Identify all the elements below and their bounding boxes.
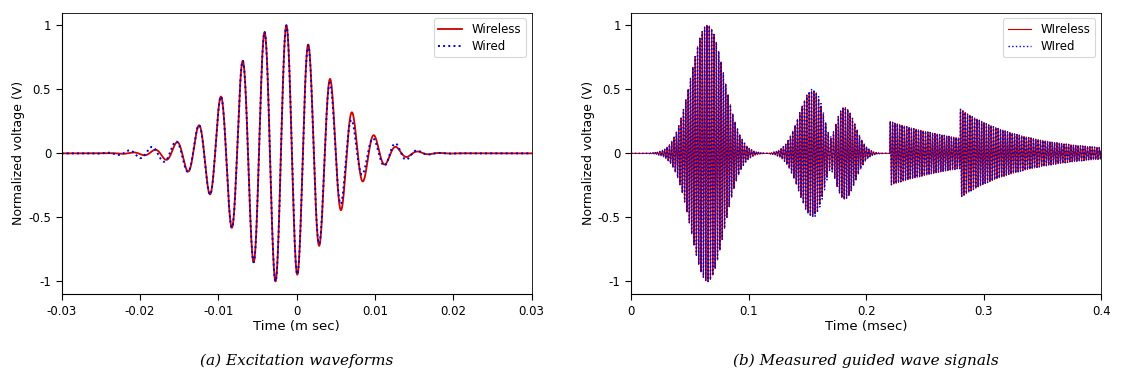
WIreless (743, 153, 757, 158)
Wired (524, 151, 538, 156)
Wired (265, 227, 279, 231)
WIreless (1042, 163, 1056, 167)
Wireless (268, 279, 282, 284)
Legend: Wireless, Wired: Wireless, Wired (433, 18, 526, 58)
WIreless (1011, 132, 1024, 137)
Wired (521, 151, 535, 156)
Wired (168, 139, 182, 144)
WIred (998, 138, 1012, 143)
WIred (701, 23, 714, 27)
Wireless (524, 151, 538, 156)
WIreless (624, 151, 638, 156)
Wireless (55, 151, 69, 156)
WIred (1076, 149, 1089, 154)
Y-axis label: Normalized voltage (V): Normalized voltage (V) (582, 81, 595, 226)
Wired (268, 279, 282, 284)
Wired (232, 111, 246, 115)
Wireless (166, 146, 180, 150)
Text: (b) Measured guided wave signals: (b) Measured guided wave signals (733, 354, 999, 368)
WIreless (1095, 151, 1108, 156)
Legend: WIreless, WIred: WIreless, WIred (1003, 18, 1095, 58)
Wireless (521, 151, 535, 156)
WIred (1011, 132, 1024, 137)
Wireless (164, 152, 177, 157)
X-axis label: Time (msec): Time (msec) (825, 320, 907, 334)
Wireless (280, 23, 293, 27)
Text: (a) Excitation waveforms: (a) Excitation waveforms (200, 354, 393, 368)
Wired (55, 151, 69, 156)
WIred (702, 279, 715, 284)
Wired (280, 23, 293, 27)
WIred (1042, 163, 1056, 167)
Wireless (168, 141, 182, 146)
WIred (1095, 151, 1108, 156)
Wireless (232, 111, 246, 115)
Line: WIreless: WIreless (631, 25, 1102, 281)
Line: WIred: WIred (631, 25, 1102, 282)
WIreless (998, 138, 1012, 143)
Wired (166, 143, 180, 147)
WIreless (701, 23, 714, 27)
WIred (624, 151, 638, 156)
WIreless (670, 173, 684, 178)
Line: Wireless: Wireless (62, 25, 531, 281)
WIred (743, 153, 757, 158)
WIreless (702, 279, 715, 284)
X-axis label: Time (m sec): Time (m sec) (253, 320, 340, 334)
WIred (670, 173, 684, 178)
Wired (164, 149, 177, 153)
Y-axis label: Normalized voltage (V): Normalized voltage (V) (12, 81, 26, 226)
Line: Wired: Wired (62, 25, 531, 281)
Wireless (265, 227, 279, 231)
WIreless (1076, 149, 1089, 154)
